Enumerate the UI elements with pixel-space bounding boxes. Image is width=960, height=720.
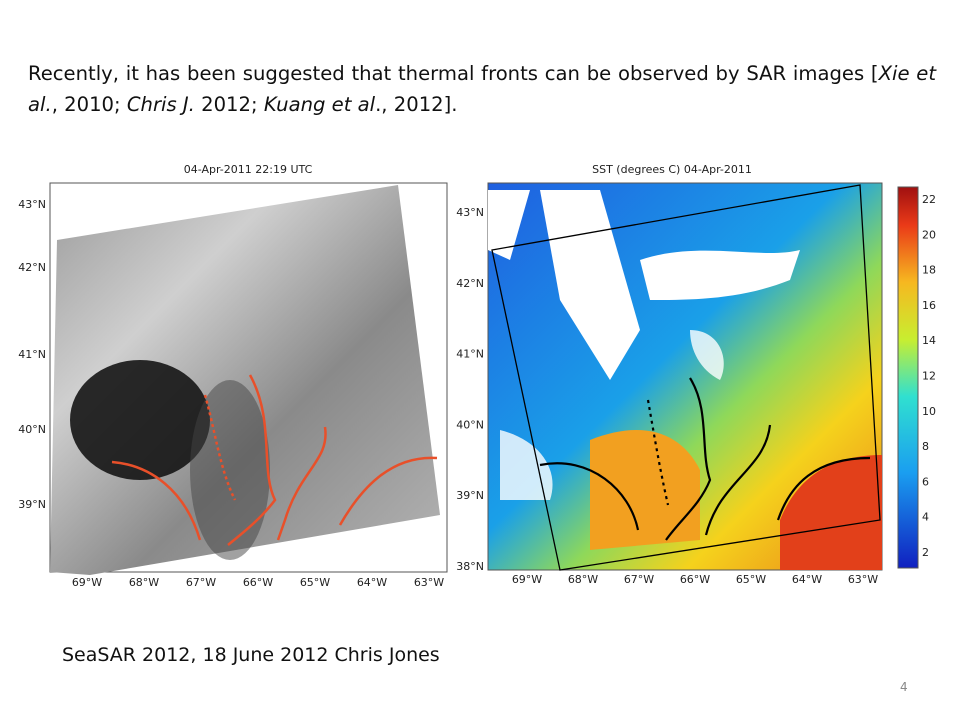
lat-label: 42°N xyxy=(18,261,46,274)
lon-label: 65°W xyxy=(736,573,766,586)
warm-area xyxy=(780,455,882,570)
colorbar-tick: 20 xyxy=(922,228,936,241)
warm-area xyxy=(590,430,700,550)
text-run: Xie et al. xyxy=(28,62,936,116)
sar-footprint xyxy=(491,184,881,571)
body-text: Recently, it has been suggested that the… xyxy=(28,58,936,120)
fronts xyxy=(539,377,871,541)
lat-label: 42°N xyxy=(456,277,484,290)
figures: 04-Apr-2011 22:19 UTC 43°N 42°N 41°N 40°N 39… xyxy=(18,163,936,589)
colorbar-tick: 14 xyxy=(922,334,936,347)
lat-label: 43°N xyxy=(456,206,484,219)
lat-label: 39°N xyxy=(18,498,46,511)
lon-label: 64°W xyxy=(792,573,822,586)
text-run: , 2010; xyxy=(51,93,127,116)
lon-label: 68°W xyxy=(129,576,159,589)
colorbar-tick: 8 xyxy=(922,440,929,453)
colorbar-tick: 18 xyxy=(922,264,936,277)
colorbar-tick: 6 xyxy=(922,475,929,488)
dark-area xyxy=(190,380,270,560)
text-run: Recently, it has been suggested that the… xyxy=(28,62,879,85)
text-run: ., 2012]. xyxy=(375,93,458,116)
lat-label: 43°N xyxy=(18,198,46,211)
lon-label: 63°W xyxy=(414,576,444,589)
lon-label: 65°W xyxy=(300,576,330,589)
lon-label: 66°W xyxy=(680,573,710,586)
dark-area xyxy=(70,360,210,480)
colorbar-tick: 16 xyxy=(922,299,936,312)
left-title: 04-Apr-2011 22:19 UTC xyxy=(184,163,313,176)
lon-label: 64°W xyxy=(357,576,387,589)
page-number: 4 xyxy=(900,680,908,694)
text-run: Chris J. xyxy=(126,93,195,116)
lon-label: 68°W xyxy=(568,573,598,586)
caption: SeaSAR 2012, 18 June 2012 Chris Jones xyxy=(62,644,440,666)
lon-label: 69°W xyxy=(72,576,102,589)
lon-label: 67°W xyxy=(186,576,216,589)
lat-label: 40°N xyxy=(456,418,484,431)
fronts xyxy=(111,374,438,546)
colorbar-tick: 4 xyxy=(922,511,929,524)
colorbar-tick: 10 xyxy=(922,405,936,418)
lat-label: 41°N xyxy=(18,348,46,361)
text-run: 2012; xyxy=(194,93,264,116)
lat-label: 41°N xyxy=(456,348,484,361)
lon-label: 66°W xyxy=(243,576,273,589)
colorbar xyxy=(897,186,919,569)
lon-label: 69°W xyxy=(512,573,542,586)
colorbar-tick: 2 xyxy=(922,546,929,559)
text-run: Kuang et al xyxy=(263,93,376,116)
right-title: SST (degrees C) 04-Apr-2011 xyxy=(592,163,752,176)
lat-label: 39°N xyxy=(456,489,484,502)
colorbar-tick: 22 xyxy=(922,193,936,206)
lon-label: 63°W xyxy=(848,573,878,586)
lat-label: 38°N xyxy=(456,560,484,573)
lat-label: 40°N xyxy=(18,423,46,436)
lon-label: 67°W xyxy=(624,573,654,586)
colorbar-tick: 12 xyxy=(922,370,936,383)
